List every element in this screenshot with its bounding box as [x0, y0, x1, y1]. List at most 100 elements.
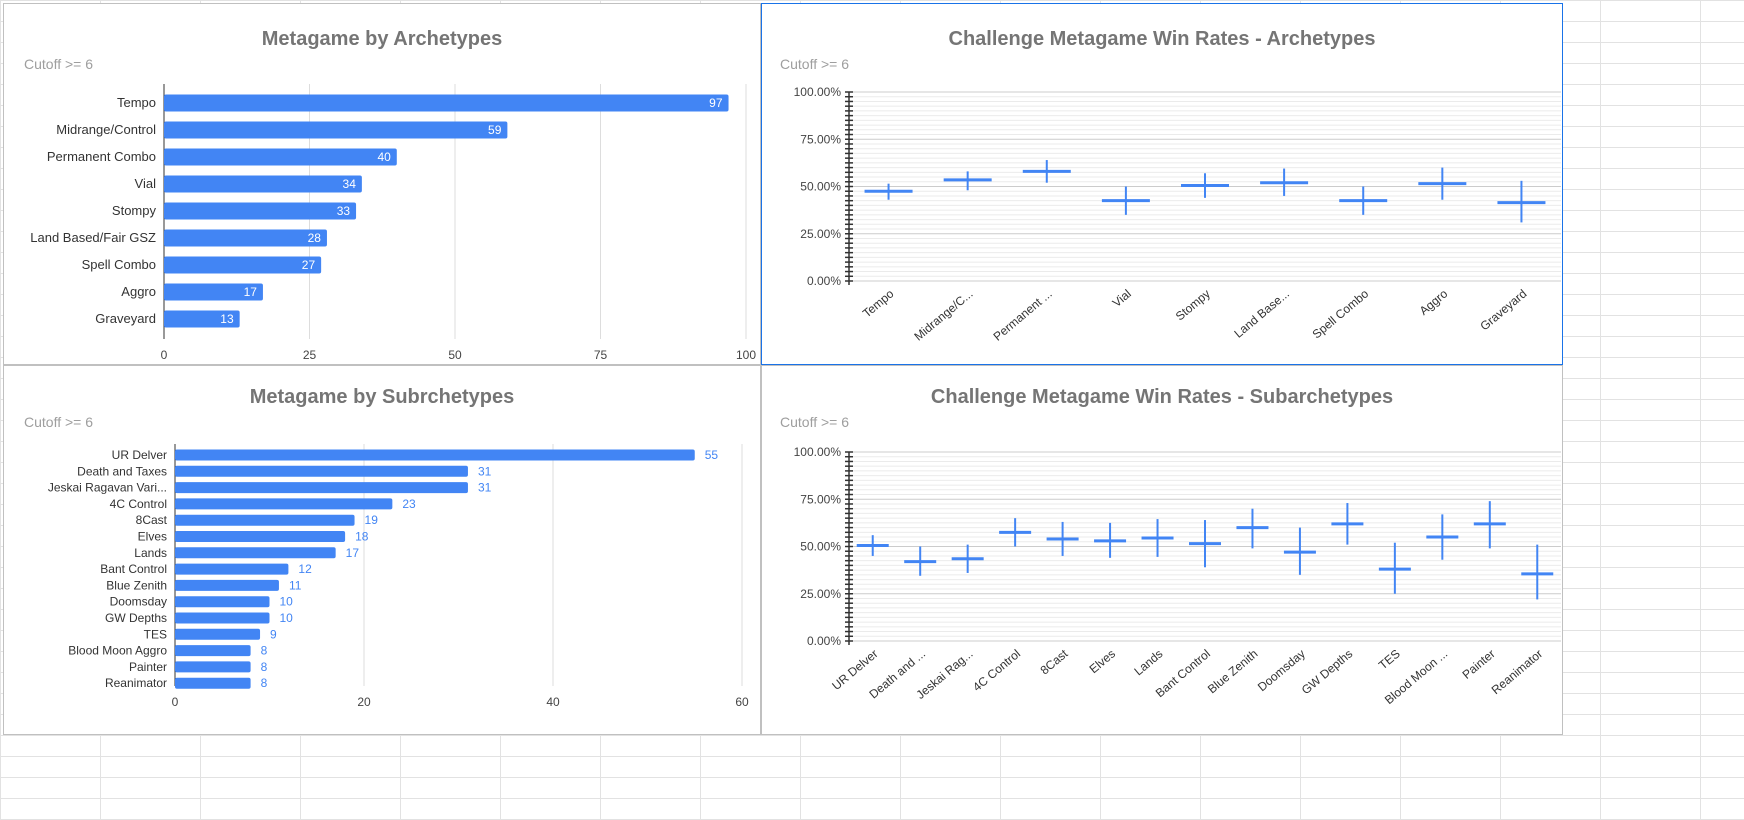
bar [175, 661, 251, 673]
category-label: Jeskai Ragavan Vari... [48, 481, 167, 495]
x-tick-label: 8Cast [1038, 646, 1072, 677]
chart-plot: 0 20 40 60 UR Delver 55 Death and Taxes 31 Jeska… [48, 444, 749, 709]
category-label: Bant Control [100, 562, 167, 576]
bar [175, 645, 251, 657]
chart-title: Challenge Metagame Win Rates - Subarchet… [930, 386, 1394, 408]
category-label: Lands [134, 546, 167, 560]
x-tick-label: Tempo [860, 286, 897, 320]
y-tick-label: 75.00% [800, 492, 841, 506]
x-tick-label: 100 [736, 348, 756, 362]
chart-title: Metagame by Subrchetypes [249, 386, 515, 408]
x-tick-label: 25 [303, 348, 317, 362]
category-label: Midrange/Control [56, 122, 156, 137]
chart-subtitle: Cutoff >= 6 [780, 56, 850, 72]
category-label: Reanimator [105, 676, 167, 690]
y-tick-label: 75.00% [800, 132, 841, 146]
x-tick-label: 40 [546, 695, 560, 709]
x-tick-label: 20 [357, 695, 371, 709]
data-label: 12 [298, 562, 312, 576]
bar [175, 531, 346, 542]
bar [175, 579, 279, 591]
x-tick-label: Graveyard [1477, 287, 1529, 334]
bar [175, 596, 270, 608]
y-tick-label: 25.00% [800, 587, 841, 601]
x-tick-label: TES [1376, 647, 1403, 673]
category-label: 4C Control [110, 497, 167, 511]
y-tick-label: 0.00% [807, 634, 841, 648]
data-label: 8 [261, 660, 268, 674]
x-tick-label: 0 [172, 695, 179, 709]
bar [164, 148, 397, 166]
x-tick-label: Stompy [1173, 287, 1213, 324]
category-label: Blood Moon Aggro [68, 644, 167, 658]
x-tick-label: Vial [1110, 287, 1134, 310]
chart-subtitle: Cutoff >= 6 [24, 56, 94, 72]
data-label: 40 [377, 150, 391, 164]
data-label: 10 [280, 611, 294, 625]
category-label: UR Delver [112, 448, 167, 462]
bar [175, 498, 393, 510]
x-tick-label: Reanimator [1489, 647, 1546, 698]
category-label: Blue Zenith [106, 578, 167, 592]
x-tick-label: Permanent ... [991, 287, 1055, 344]
bar [175, 465, 468, 477]
y-tick-label: 100.00% [794, 445, 842, 459]
data-label: 17 [346, 546, 360, 560]
chart-plot: 0.00%25.00%50.00%75.00%100.00%UR DelverD… [794, 445, 1561, 707]
data-label: 11 [289, 578, 302, 592]
category-label: Tempo [117, 95, 156, 110]
data-label: 28 [308, 231, 322, 245]
data-label: 18 [355, 530, 369, 544]
chart-title: Metagame by Archetypes [261, 28, 503, 50]
bar [175, 514, 355, 526]
y-tick-label: 25.00% [800, 227, 841, 241]
archetypes-winrate-chart[interactable]: Challenge Metagame Win Rates - Archetype… [761, 3, 1563, 365]
category-label: GW Depths [105, 611, 167, 625]
y-tick-label: 50.00% [800, 540, 841, 554]
category-label: Permanent Combo [47, 149, 156, 164]
bar [175, 547, 336, 559]
category-label: TES [144, 627, 167, 641]
x-tick-label: GW Depths [1299, 647, 1356, 698]
x-tick-label: 0 [161, 348, 168, 362]
bar [175, 449, 695, 461]
x-tick-label: 4C Control [970, 647, 1023, 695]
data-label: 17 [244, 285, 258, 299]
x-tick-label: Aggro [1417, 286, 1451, 318]
x-tick-label: 50 [448, 348, 462, 362]
data-label: 31 [478, 481, 492, 495]
subarchetypes-winrate-chart[interactable]: Challenge Metagame Win Rates - Subarchet… [761, 365, 1563, 735]
chart-plot: 0.00% 25.00% 50.00% 75.00% 100.00% Tempo Midra… [794, 85, 1561, 344]
data-label: 31 [478, 464, 492, 478]
data-label: 55 [705, 448, 719, 462]
bar [164, 94, 729, 112]
data-label: 27 [302, 258, 316, 272]
data-label: 33 [337, 204, 351, 218]
y-tick-label: 0.00% [807, 274, 841, 288]
category-label: Doomsday [110, 595, 167, 609]
data-label: 9 [270, 627, 277, 641]
y-tick-label: 50.00% [800, 180, 841, 194]
x-tick-label: Painter [1460, 647, 1498, 682]
bar [164, 310, 240, 328]
data-label: 19 [365, 513, 379, 527]
category-label: Death and Taxes [77, 464, 167, 478]
data-label: 23 [402, 497, 416, 511]
category-label: Elves [138, 530, 167, 544]
data-label: 34 [343, 177, 357, 191]
category-label: Land Based/Fair GSZ [30, 230, 156, 245]
category-label: Stompy [112, 203, 157, 218]
chart-title: Challenge Metagame Win Rates - Archetype… [948, 28, 1376, 50]
chart-subtitle: Cutoff >= 6 [24, 414, 94, 430]
bar [164, 229, 327, 247]
archetypes-bar-chart[interactable]: Metagame by Archetypes Cutoff >= 6 0 25 50… [3, 3, 761, 365]
y-tick-label: 100.00% [794, 85, 842, 99]
x-tick-label: 75 [594, 348, 608, 362]
data-label: 8 [261, 676, 268, 690]
subarchetypes-bar-chart[interactable]: Metagame by Subrchetypes Cutoff >= 6 0 20… [3, 365, 761, 735]
category-label: Spell Combo [82, 257, 156, 272]
data-label: 97 [709, 96, 723, 110]
category-label: Graveyard [95, 311, 156, 326]
category-label: 8Cast [136, 513, 168, 527]
data-label: 10 [280, 595, 294, 609]
